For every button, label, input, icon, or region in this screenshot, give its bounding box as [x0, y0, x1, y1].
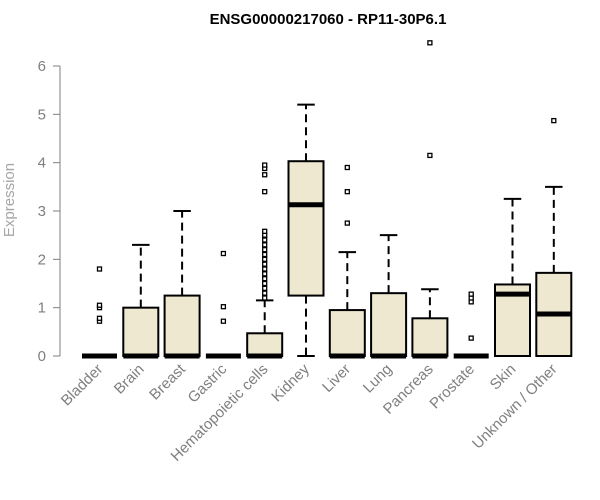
box — [246, 332, 284, 357]
x-tick-label: Prostate — [426, 361, 478, 413]
outlier-point — [427, 40, 433, 46]
outlier-point — [262, 285, 268, 291]
y-tick-label: 6 — [38, 58, 46, 75]
box — [411, 317, 449, 357]
box — [287, 160, 325, 297]
outlier-point — [468, 335, 474, 341]
box-group — [82, 266, 117, 359]
box-group — [246, 162, 284, 359]
outlier-point — [262, 247, 268, 253]
x-tick-label: Breast — [146, 360, 189, 403]
box — [370, 292, 408, 357]
y-tick-label: 4 — [38, 155, 46, 172]
y-tick-label: 5 — [38, 106, 46, 123]
y-tick-label: 0 — [38, 348, 46, 365]
outlier-point — [96, 315, 103, 321]
outlier-point — [262, 261, 268, 267]
y-axis: 0 1 2 3 4 5 6 — [38, 58, 61, 365]
outlier-point — [220, 304, 227, 310]
box-group — [122, 243, 160, 359]
box-group — [411, 40, 449, 359]
x-tick-label: Bladder — [58, 361, 107, 410]
x-tick-label: Skin — [487, 361, 520, 394]
outlier-point — [262, 242, 268, 248]
box — [163, 294, 201, 358]
outlier-point — [96, 266, 103, 272]
outlier-point — [344, 189, 350, 195]
box-group — [328, 164, 366, 359]
y-axis-label: Expression — [1, 163, 18, 237]
outlier-point — [262, 290, 268, 296]
outlier-point — [220, 250, 227, 257]
outlier-point — [220, 318, 227, 324]
chart-title: ENSG00000217060 - RP11-30P6.1 — [210, 11, 447, 28]
outlier-point — [96, 302, 103, 308]
outlier-point — [262, 228, 268, 234]
outlier-point — [427, 152, 433, 159]
box — [328, 309, 366, 358]
y-tick-label: 1 — [38, 300, 46, 317]
outlier-point — [262, 251, 268, 258]
outlier-point — [262, 271, 268, 277]
outlier-point — [468, 291, 474, 297]
outlier-point — [262, 237, 268, 243]
box — [122, 306, 160, 357]
outlier-point — [262, 280, 268, 287]
box-group — [287, 103, 325, 357]
outlier-point — [262, 162, 268, 168]
outlier-point — [344, 164, 350, 171]
y-tick-label: 3 — [38, 203, 46, 220]
box-group — [453, 291, 489, 359]
outlier-point — [262, 276, 268, 282]
x-tick-label: Liver — [319, 361, 354, 396]
outlier-point — [344, 220, 350, 226]
box-group — [535, 117, 573, 357]
x-tick-label: Kidney — [268, 360, 313, 405]
outlier-point — [262, 295, 268, 301]
box-group — [205, 250, 241, 359]
y-tick-label: 2 — [38, 251, 46, 268]
outlier-point — [262, 189, 268, 195]
outlier-point — [262, 172, 268, 178]
box-group — [494, 197, 531, 358]
plot-area — [82, 40, 573, 359]
box-group — [163, 210, 201, 359]
outlier-point — [262, 266, 268, 272]
box-group — [370, 234, 408, 359]
x-tick-label: Brain — [111, 361, 148, 398]
outlier-point — [551, 117, 557, 124]
outlier-point — [262, 256, 268, 262]
x-tick-label: Lung — [360, 361, 396, 397]
